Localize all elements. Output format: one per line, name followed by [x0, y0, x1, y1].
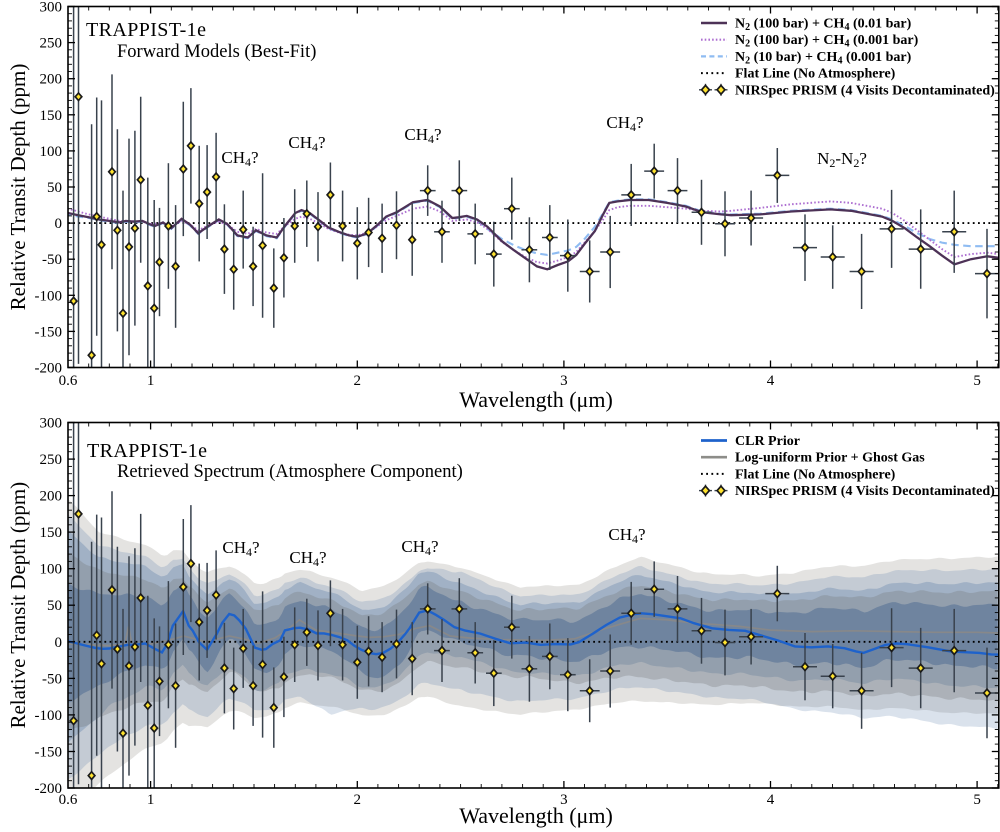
- svg-text:250: 250: [40, 36, 63, 52]
- svg-text:-200: -200: [35, 361, 63, 377]
- svg-text:0.6: 0.6: [59, 792, 78, 808]
- svg-text:CH4?: CH4?: [222, 538, 259, 559]
- svg-text:-50: -50: [42, 252, 62, 268]
- svg-text:CH4?: CH4?: [288, 133, 325, 154]
- svg-text:200: 200: [40, 489, 63, 505]
- svg-text:300: 300: [40, 0, 63, 16]
- svg-text:100: 100: [40, 562, 63, 578]
- svg-text:-100: -100: [35, 708, 63, 724]
- svg-text:1: 1: [147, 792, 155, 808]
- svg-text:300: 300: [40, 416, 63, 432]
- svg-text:N2 (100 bar) + CH4 (0.001 bar): N2 (100 bar) + CH4 (0.001 bar): [735, 33, 919, 50]
- svg-text:CH4?: CH4?: [606, 113, 643, 134]
- svg-text:NIRSpec PRISM (4 Visits Decont: NIRSpec PRISM (4 Visits Decontaminated): [735, 484, 995, 499]
- svg-text:0.6: 0.6: [59, 373, 78, 389]
- svg-text:2: 2: [354, 792, 362, 808]
- svg-text:Wavelength (μm): Wavelength (μm): [459, 387, 613, 412]
- svg-text:NIRSpec PRISM (4 Visits Decont: NIRSpec PRISM (4 Visits Decontaminated): [735, 83, 995, 98]
- svg-text:Flat Line (No Atmosphere): Flat Line (No Atmosphere): [735, 467, 896, 482]
- svg-text:3: 3: [560, 792, 568, 808]
- svg-text:50: 50: [47, 598, 62, 614]
- svg-text:150: 150: [40, 108, 63, 124]
- svg-text:Flat Line (No Atmosphere): Flat Line (No Atmosphere): [735, 67, 896, 82]
- svg-text:N2-N2?: N2-N2?: [817, 149, 867, 170]
- svg-text:1: 1: [147, 373, 155, 389]
- svg-text:2: 2: [354, 373, 362, 389]
- svg-text:4: 4: [767, 373, 775, 389]
- svg-text:CH4?: CH4?: [221, 148, 258, 169]
- svg-text:N2 (10 bar) + CH4 (0.001 bar): N2 (10 bar) + CH4 (0.001 bar): [735, 50, 912, 67]
- svg-text:100: 100: [40, 144, 63, 160]
- svg-text:Relative Transit Depth (ppm): Relative Transit Depth (ppm): [6, 482, 30, 729]
- svg-text:TRAPPIST-1e: TRAPPIST-1e: [86, 19, 206, 41]
- svg-text:-100: -100: [35, 288, 63, 304]
- svg-text:TRAPPIST-1e: TRAPPIST-1e: [87, 440, 207, 462]
- svg-text:CH4?: CH4?: [289, 548, 326, 569]
- svg-text:CH4?: CH4?: [608, 525, 645, 546]
- svg-text:Log-uniform Prior + Ghost Gas: Log-uniform Prior + Ghost Gas: [735, 451, 925, 466]
- svg-text:Forward Models (Best-Fit): Forward Models (Best-Fit): [117, 42, 316, 62]
- svg-text:CH4?: CH4?: [404, 125, 441, 146]
- svg-text:5: 5: [973, 373, 981, 389]
- svg-text:3: 3: [560, 373, 568, 389]
- svg-text:0: 0: [55, 635, 63, 651]
- svg-text:CLR Prior: CLR Prior: [735, 434, 800, 449]
- svg-text:-50: -50: [42, 671, 62, 687]
- svg-text:50: 50: [47, 180, 62, 196]
- svg-text:Relative Transit Depth (ppm): Relative Transit Depth (ppm): [6, 64, 30, 311]
- svg-text:N2 (100 bar) + CH4 (0.01 bar): N2 (100 bar) + CH4 (0.01 bar): [735, 17, 912, 34]
- svg-text:250: 250: [40, 452, 63, 468]
- svg-text:-150: -150: [35, 324, 63, 340]
- svg-text:-200: -200: [35, 781, 63, 797]
- svg-text:200: 200: [40, 72, 63, 88]
- svg-text:150: 150: [40, 525, 63, 541]
- svg-text:CH4?: CH4?: [401, 537, 438, 558]
- svg-text:-150: -150: [35, 745, 63, 761]
- svg-text:0: 0: [55, 216, 63, 232]
- svg-text:5: 5: [973, 792, 981, 808]
- svg-text:Retrieved Spectrum (Atmosphere: Retrieved Spectrum (Atmosphere Component…: [117, 462, 463, 482]
- svg-text:4: 4: [767, 792, 775, 808]
- svg-text:Wavelength (μm): Wavelength (μm): [459, 803, 613, 828]
